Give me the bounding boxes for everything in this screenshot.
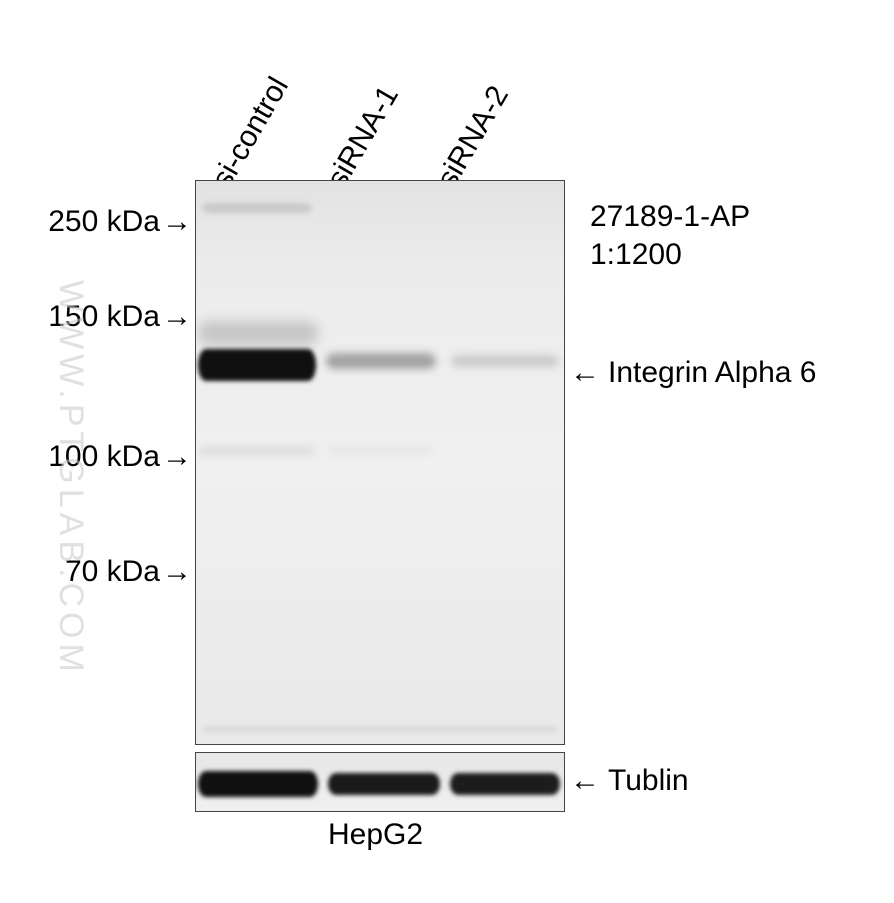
mw-arrow-250: → [162, 205, 192, 239]
mw-arrow-70: → [162, 555, 192, 589]
lane-label-si-control: si-control [206, 72, 296, 194]
figure-root: si-control siRNA-1 siRNA-2 250 kDa → 150… [0, 0, 894, 903]
blot-band-3 [326, 353, 436, 369]
blot-background [196, 181, 564, 744]
watermark-text: WWW.PTGLAB.COM [51, 280, 90, 677]
blot-band-0 [202, 203, 312, 213]
mw-label-250: 250 kDa [20, 205, 160, 239]
blot-band-6 [326, 446, 434, 454]
lane-label-sirna-2: siRNA-2 [431, 80, 516, 194]
target-name: Integrin Alpha 6 [608, 356, 817, 390]
loading-band-2 [450, 773, 560, 795]
blot-band-2 [198, 349, 316, 381]
antibody-dilution: 1:1200 [590, 238, 682, 272]
loading-arrow-icon: ← [570, 764, 600, 798]
antibody-catalog: 27189-1-AP [590, 200, 750, 234]
loading-control-name: Tublin [608, 764, 689, 798]
blot-band-5 [198, 446, 316, 456]
mw-label-100: 100 kDa [20, 440, 160, 474]
loading-band-1 [328, 773, 440, 795]
blot-band-4 [451, 355, 559, 367]
blot-panel-main [195, 180, 565, 745]
blot-panel-loading [195, 752, 565, 812]
mw-label-70: 70 kDa [20, 555, 160, 589]
cell-line-label: HepG2 [328, 818, 423, 852]
blot-band-7 [202, 726, 558, 732]
target-arrow-icon: ← [570, 356, 600, 390]
mw-arrow-100: → [162, 440, 192, 474]
mw-arrow-150: → [162, 300, 192, 334]
blot-band-1 [198, 321, 318, 345]
panel-gap [195, 746, 565, 751]
loading-band-0 [198, 771, 318, 797]
lane-label-sirna-1: siRNA-1 [321, 80, 406, 194]
mw-label-150: 150 kDa [20, 300, 160, 334]
